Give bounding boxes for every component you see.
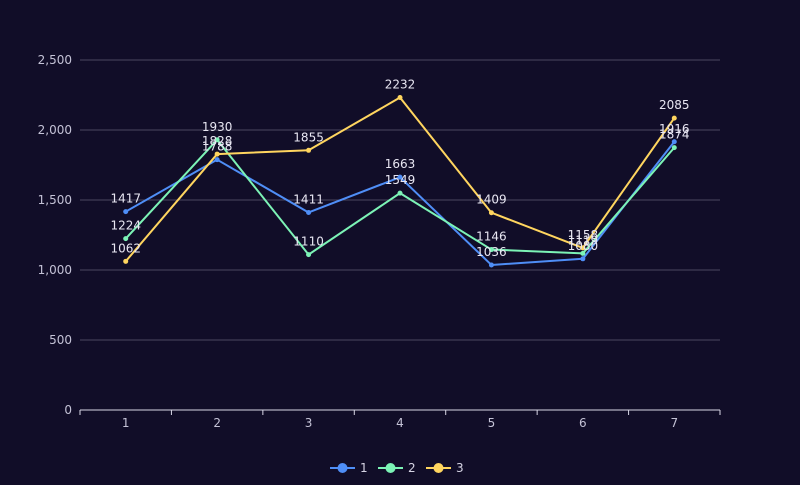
x-tick-label: 1 [122,416,130,430]
series-3-point[interactable] [306,147,312,153]
legend-item-1[interactable]: 1 [330,461,368,475]
x-tick-label: 2 [213,416,221,430]
legend-item-2[interactable]: 2 [378,461,416,475]
y-tick-label: 0 [64,403,72,417]
y-tick-label: 2,000 [38,123,72,137]
series-1-point[interactable] [488,262,494,268]
series-2-data-label: 1874 [659,128,690,142]
series-2-data-label: 1119 [568,233,599,247]
series-1-point[interactable] [397,174,403,180]
legend[interactable]: 1 2 3 [330,461,464,475]
series-2-data-label: 1110 [293,235,324,249]
series-2-point[interactable] [214,137,220,143]
x-tick-label: 7 [670,416,678,430]
series-lines [123,95,677,268]
series-1-data-label: 1080 [568,239,599,253]
series-2-point[interactable] [671,145,677,151]
series-1-data-label: 1663 [385,157,416,171]
series-2-data-label: 1549 [385,173,416,187]
x-tick-label: 5 [488,416,496,430]
legend-item-3[interactable]: 3 [426,461,464,475]
legend-marker-icon [433,463,444,473]
series-3-point[interactable] [488,210,494,216]
series-1-point[interactable] [214,157,220,163]
legend-label: 1 [360,461,368,475]
series-2-data-label: 1224 [110,219,141,233]
series-2-data-label: 1146 [476,230,507,244]
series-3-data-label: 1828 [202,134,233,148]
series-2-point[interactable] [397,190,403,196]
y-tick-label: 2,500 [38,53,72,67]
series-3-data-label: 1062 [110,241,141,255]
legend-label: 2 [408,461,416,475]
series-3-data-label: 2232 [385,78,416,92]
series-2-point[interactable] [306,252,312,258]
x-tick-label: 6 [579,416,587,430]
axes: 0 500 1,000 1,500 2,000 2,500 1 2 3 4 5 6 7 [38,53,721,430]
legend-marker-icon [385,463,396,473]
series-1-data-label: 1036 [476,245,507,259]
series-3-data-label: 1855 [293,130,324,144]
series-3-point[interactable] [580,245,586,251]
x-tick-label: 3 [305,416,313,430]
series-2-point[interactable] [488,247,494,253]
series-1-data-label: 1417 [110,192,141,206]
series-2-point[interactable] [123,236,129,242]
y-tick-label: 500 [49,333,72,347]
grid-lines [80,59,720,341]
legend-label: 3 [456,461,464,475]
series-1-point[interactable] [123,209,129,215]
series-3-data-label: 2085 [659,98,690,112]
series-3-point[interactable] [397,95,403,101]
series-1-data-label: 1788 [202,140,233,154]
series-1-point[interactable] [671,139,677,145]
series-2-point[interactable] [580,250,586,256]
y-tick-label: 1,000 [38,263,72,277]
legend-marker-icon [337,463,348,473]
series-1-data-label: 1411 [293,192,324,206]
series-3-point[interactable] [214,151,220,157]
data-labels: 1417 1788 1411 1663 1036 1080 1916 1224 1930 1110… [110,78,689,259]
series-3-point[interactable] [671,115,677,121]
series-3-data-label: 1158 [568,228,599,242]
x-tick-label: 4 [396,416,404,430]
series-3-data-label: 1409 [476,193,507,207]
series-3-point[interactable] [123,258,129,264]
series-1-point[interactable] [580,256,586,262]
series-2-data-label: 1930 [202,120,233,134]
y-tick-label: 1,500 [38,193,72,207]
series-1-point[interactable] [306,209,312,215]
series-1-data-label: 1916 [659,122,690,136]
